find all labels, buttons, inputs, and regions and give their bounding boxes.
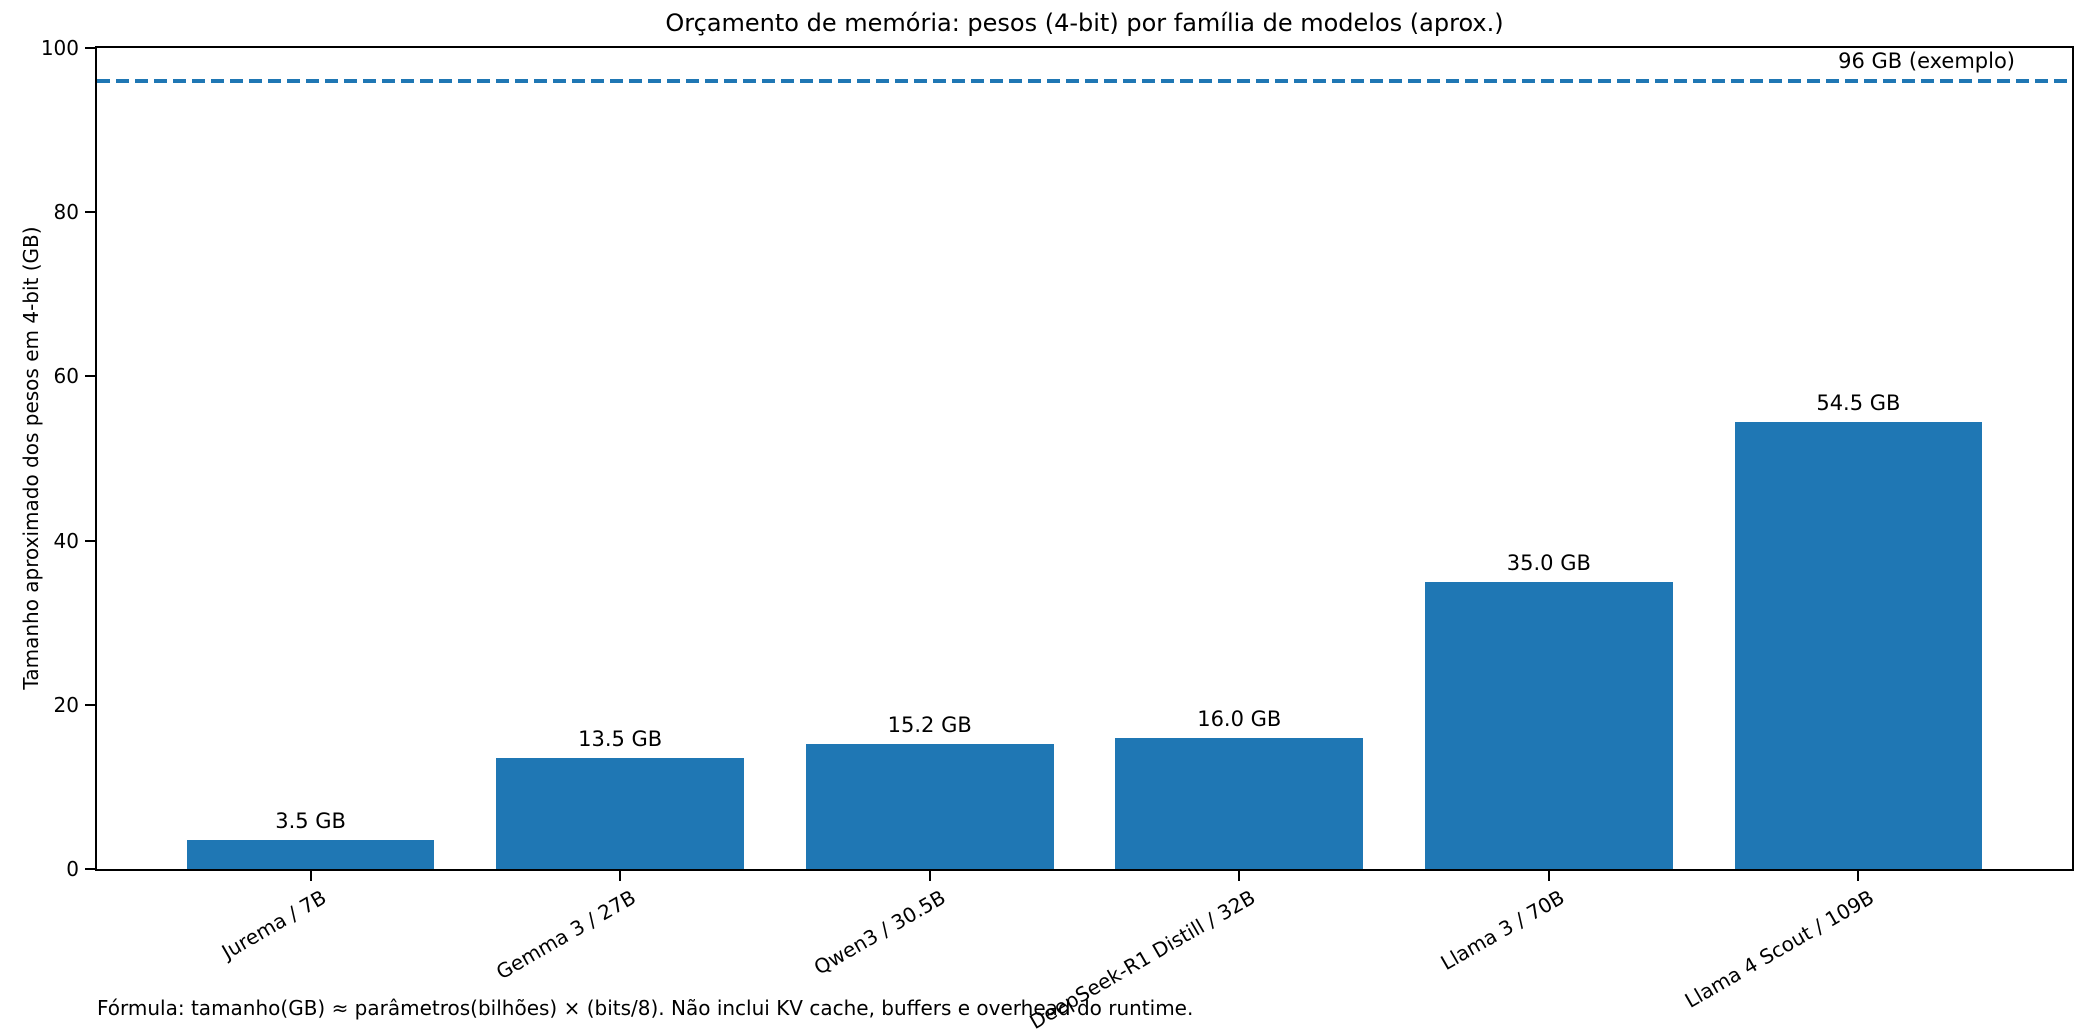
x-tick-mark [619,871,622,881]
plot-area: 96 GB (exemplo) 3.5 GB Jurema / 7B 13.5 GB… [41,36,2074,1034]
y-tick-mark [85,868,95,870]
bar-value-label: 15.2 GB [887,713,972,738]
bar-value-label: 16.0 GB [1197,706,1282,731]
reference-line-label: 96 GB (exemplo) [1838,48,2015,73]
y-tick-label: 80 [53,200,79,225]
bar-5 [1734,421,1983,869]
y-tick-mark [85,539,95,542]
bar-3 [1115,737,1364,869]
x-tick-label: Gemma 3 / 27B [492,885,641,985]
bar-0 [186,840,435,869]
bar-value-label: 13.5 GB [578,727,663,752]
y-tick-label: 60 [53,364,79,389]
y-axis-label: Tamanho aproximado dos pesos em 4-bit (G… [19,226,43,690]
footnote: Fórmula: tamanho(GB) ≈ parâmetros(bilhõe… [97,996,1194,1020]
bar-value-label: 35.0 GB [1506,550,1591,575]
y-tick-label: 40 [53,528,79,553]
y-tick-label: 20 [53,692,79,717]
x-tick-mark [309,871,312,881]
y-tick-mark [85,47,95,49]
bar-1 [496,758,744,869]
y-tick-mark [85,375,95,378]
x-tick-mark [1238,871,1241,881]
y-tick-mark [85,703,95,706]
x-tick-mark [1547,871,1550,881]
x-tick-mark [928,871,931,881]
x-tick-label: Jurema / 7B [217,885,331,964]
bar-2 [805,744,1054,869]
y-tick-mark [85,211,95,214]
x-tick-label: Llama 4 Scout / 109B [1681,885,1879,1013]
y-tick-label: 100 [40,36,79,60]
x-tick-label: Llama 3 / 70B [1436,885,1569,975]
y-tick-label: 0 [66,857,79,881]
chart-title: Orçamento de memória: pesos (4-bit) por … [665,9,1504,37]
bar-value-label: 3.5 GB [275,809,346,834]
reference-line [97,78,2072,83]
bar-value-label: 54.5 GB [1816,390,1901,415]
x-tick-mark [1857,871,1860,881]
x-tick-label: Qwen3 / 30.5B [809,885,950,980]
bar-4 [1425,581,1673,869]
